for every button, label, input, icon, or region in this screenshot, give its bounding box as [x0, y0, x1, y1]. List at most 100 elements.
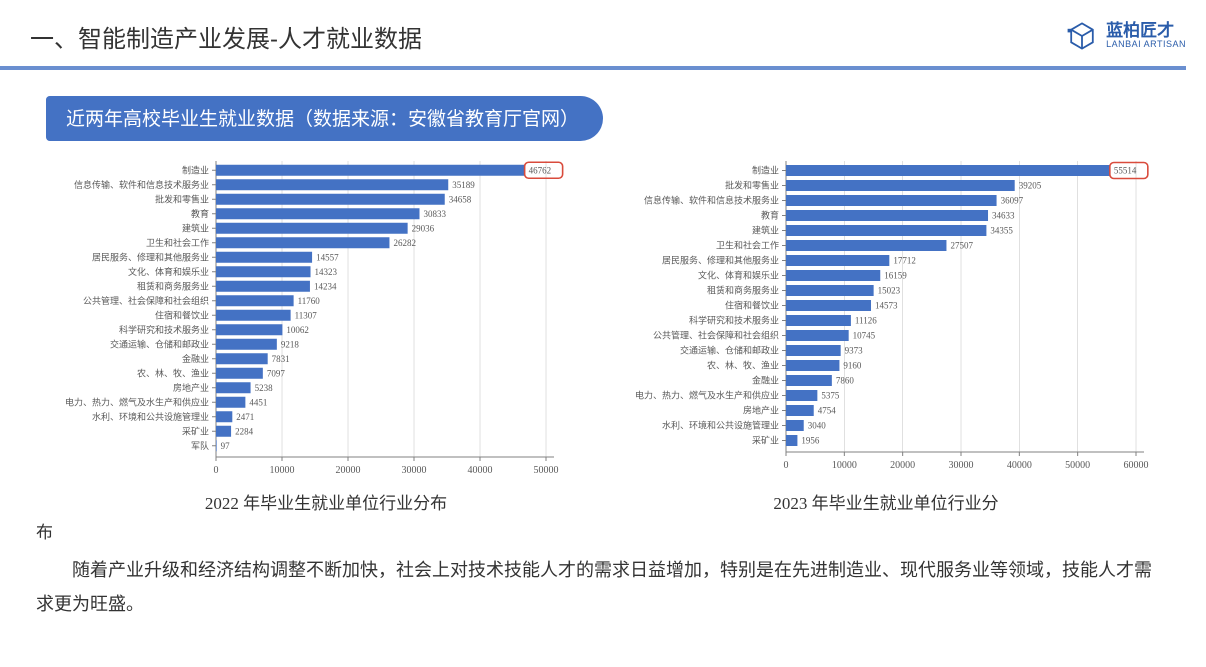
- svg-text:批发和零售业: 批发和零售业: [725, 180, 779, 191]
- svg-text:居民服务、修理和其他服务业: 居民服务、修理和其他服务业: [662, 255, 779, 266]
- svg-text:10000: 10000: [832, 460, 857, 471]
- svg-text:建筑业: 建筑业: [752, 225, 779, 236]
- svg-text:9373: 9373: [845, 346, 864, 356]
- svg-text:交通运输、仓储和邮政业: 交通运输、仓储和邮政业: [680, 345, 779, 356]
- svg-text:租赁和商务服务业: 租赁和商务服务业: [707, 285, 779, 296]
- svg-text:建筑业: 建筑业: [182, 222, 209, 233]
- svg-text:11760: 11760: [298, 296, 321, 306]
- chart-2023: 0100002000030000400005000060000制造业55514批…: [616, 155, 1176, 475]
- svg-text:租赁和商务服务业: 租赁和商务服务业: [137, 280, 209, 291]
- svg-text:11126: 11126: [855, 316, 877, 326]
- section-banner: 近两年高校毕业生就业数据（数据来源：安徽省教育厅官网）: [46, 96, 603, 141]
- svg-text:36097: 36097: [1001, 196, 1024, 206]
- svg-text:采矿业: 采矿业: [752, 435, 779, 446]
- svg-text:交通运输、仓储和邮政业: 交通运输、仓储和邮政业: [110, 338, 209, 349]
- svg-text:军队: 军队: [191, 440, 209, 451]
- svg-text:40000: 40000: [1007, 460, 1032, 471]
- svg-text:公共管理、社会保障和社会组织: 公共管理、社会保障和社会组织: [653, 330, 779, 341]
- svg-text:7097: 7097: [267, 368, 286, 378]
- svg-text:文化、体育和娱乐业: 文化、体育和娱乐业: [128, 266, 209, 277]
- svg-text:11307: 11307: [295, 310, 318, 320]
- svg-text:0: 0: [784, 460, 789, 471]
- svg-text:公共管理、社会保障和社会组织: 公共管理、社会保障和社会组织: [83, 295, 209, 306]
- logo-text-en: LANBAI ARTISAN: [1106, 40, 1186, 50]
- svg-text:水利、环境和公共设施管理业: 水利、环境和公共设施管理业: [662, 420, 779, 431]
- chart-2023-caption: 2023 年毕业生就业单位行业分: [606, 489, 1166, 514]
- svg-text:科学研究和技术服务业: 科学研究和技术服务业: [689, 315, 779, 326]
- svg-text:50000: 50000: [1065, 460, 1090, 471]
- svg-text:农、林、牧、渔业: 农、林、牧、渔业: [707, 360, 779, 371]
- svg-text:7860: 7860: [836, 376, 855, 386]
- svg-text:9160: 9160: [843, 361, 862, 371]
- svg-text:4754: 4754: [818, 406, 837, 416]
- svg-text:20000: 20000: [890, 460, 915, 471]
- svg-text:30000: 30000: [402, 465, 427, 475]
- svg-text:教育: 教育: [191, 208, 209, 219]
- svg-text:39205: 39205: [1019, 181, 1042, 191]
- svg-text:房地产业: 房地产业: [743, 405, 779, 416]
- svg-text:17712: 17712: [893, 256, 916, 266]
- svg-text:卫生和社会工作: 卫生和社会工作: [146, 237, 209, 248]
- svg-text:3040: 3040: [808, 421, 827, 431]
- svg-text:文化、体育和娱乐业: 文化、体育和娱乐业: [698, 270, 779, 281]
- svg-text:34633: 34633: [992, 211, 1015, 221]
- page-title: 一、智能制造产业发展-人才就业数据: [30, 19, 422, 54]
- svg-text:97: 97: [221, 441, 231, 451]
- svg-text:卫生和社会工作: 卫生和社会工作: [716, 240, 779, 251]
- logo-text-cn: 蓝柏匠才: [1106, 22, 1186, 41]
- svg-text:10062: 10062: [286, 325, 309, 335]
- svg-text:14557: 14557: [316, 252, 339, 262]
- svg-text:14323: 14323: [315, 267, 338, 277]
- svg-text:29036: 29036: [412, 223, 435, 233]
- svg-text:14234: 14234: [314, 281, 337, 291]
- svg-text:信息传输、软件和信息技术服务业: 信息传输、软件和信息技术服务业: [644, 195, 779, 206]
- svg-text:房地产业: 房地产业: [173, 382, 209, 393]
- summary-paragraph: 随着产业升级和经济结构调整不断加快，社会上对技术技能人才的需求日益增加，特别是在…: [0, 543, 1206, 621]
- svg-text:教育: 教育: [761, 210, 779, 221]
- svg-text:2284: 2284: [235, 426, 254, 436]
- svg-text:住宿和餐饮业: 住宿和餐饮业: [725, 300, 779, 311]
- svg-text:9218: 9218: [281, 339, 300, 349]
- svg-text:信息传输、软件和信息技术服务业: 信息传输、软件和信息技术服务业: [74, 179, 209, 190]
- chart-2022: 0 10000 20000 30000 40000 50000 制造业 46762 信息传输、软…: [46, 155, 586, 475]
- svg-text:15023: 15023: [878, 286, 901, 296]
- svg-text:4451: 4451: [249, 397, 267, 407]
- svg-text:30000: 30000: [949, 460, 974, 471]
- svg-text:34658: 34658: [449, 194, 472, 204]
- chart-2022-caption: 2022 年毕业生就业单位行业分布: [46, 489, 606, 514]
- svg-text:制造业: 制造业: [752, 165, 779, 176]
- svg-text:27507: 27507: [950, 241, 973, 251]
- svg-text:20000: 20000: [336, 465, 361, 475]
- svg-text:居民服务、修理和其他服务业: 居民服务、修理和其他服务业: [92, 251, 209, 262]
- svg-text:2471: 2471: [236, 412, 254, 422]
- svg-text:5375: 5375: [821, 391, 840, 401]
- svg-text:40000: 40000: [468, 465, 493, 475]
- svg-text:水利、环境和公共设施管理业: 水利、环境和公共设施管理业: [92, 411, 209, 422]
- svg-text:34355: 34355: [990, 226, 1013, 236]
- svg-text:35189: 35189: [452, 180, 475, 190]
- svg-text:46762: 46762: [529, 165, 552, 175]
- svg-text:30833: 30833: [423, 209, 446, 219]
- svg-text:55514: 55514: [1114, 166, 1137, 176]
- svg-text:14573: 14573: [875, 301, 898, 311]
- svg-text:26282: 26282: [393, 238, 416, 248]
- svg-text:0: 0: [214, 465, 219, 475]
- svg-text:16159: 16159: [884, 271, 907, 281]
- svg-text:采矿业: 采矿业: [182, 425, 209, 436]
- svg-text:制造业: 制造业: [182, 164, 209, 175]
- svg-text:金融业: 金融业: [752, 375, 779, 386]
- svg-text:7831: 7831: [272, 354, 290, 364]
- svg-text:10000: 10000: [270, 465, 295, 475]
- svg-text:1956: 1956: [801, 436, 820, 446]
- svg-text:电力、热力、燃气及水生产和供应业: 电力、热力、燃气及水生产和供应业: [635, 390, 779, 401]
- svg-text:10745: 10745: [853, 331, 876, 341]
- svg-text:金融业: 金融业: [182, 353, 209, 364]
- svg-text:农、林、牧、渔业: 农、林、牧、渔业: [137, 367, 209, 378]
- brand-logo: 蓝柏匠才 LANBAI ARTISAN: [1064, 18, 1186, 54]
- svg-text:电力、热力、燃气及水生产和供应业: 电力、热力、燃气及水生产和供应业: [65, 396, 209, 407]
- chart-2023-caption-orphan: 布: [0, 514, 1206, 543]
- svg-text:5238: 5238: [255, 383, 274, 393]
- svg-text:批发和零售业: 批发和零售业: [155, 193, 209, 204]
- svg-text:科学研究和技术服务业: 科学研究和技术服务业: [119, 324, 209, 335]
- svg-text:50000: 50000: [534, 465, 559, 475]
